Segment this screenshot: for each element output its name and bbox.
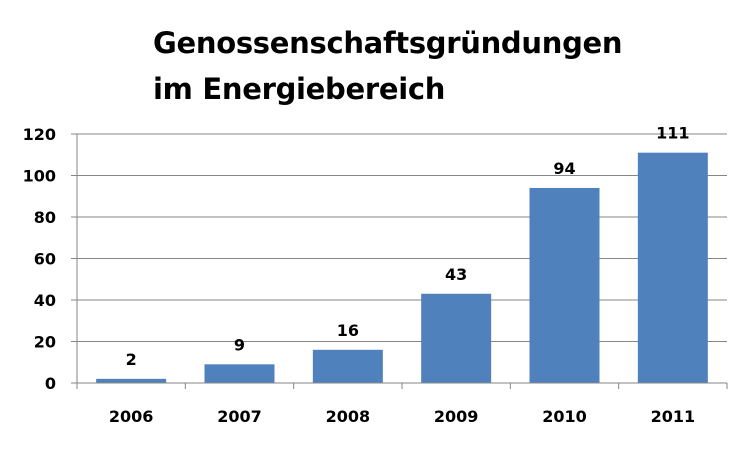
y-tick-label-80: 80 [34,208,56,227]
y-tick-label-60: 60 [34,250,56,269]
y-tick-label-0: 0 [45,374,56,393]
bar-2006 [96,378,167,383]
bar-2010 [529,187,600,383]
x-tick-label-2009: 2009 [434,407,479,426]
y-tick-label-40: 40 [34,291,56,310]
gridlines [77,133,727,342]
axes [71,133,728,389]
y-tick-label-100: 100 [23,167,56,186]
chart-title-line-1: Genossenschaftsgründungen [153,26,623,60]
bars [96,152,708,383]
x-tick-label-2006: 2006 [109,407,154,426]
bar-2008 [312,349,383,383]
y-tick-label-120: 120 [23,125,56,144]
data-label-2008: 16 [337,321,359,340]
bar-2009 [421,293,492,383]
data-label-2009: 43 [445,265,467,284]
y-tick-label-20: 20 [34,333,56,352]
labels: 0 20 40 60 80 100 120 2006 2 2007 9 2008 16 2009 43 201… [23,124,696,426]
data-label-2010: 94 [553,159,575,178]
x-tick-label-2011: 2011 [651,407,696,426]
chart-title: Genossenschaftsgründungen im Energiebere… [153,20,713,112]
data-label-2006: 2 [126,350,137,369]
x-tick-label-2008: 2008 [326,407,371,426]
chart-title-line-2: im Energiebereich [153,72,446,106]
x-tick-label-2007: 2007 [217,407,262,426]
x-tick-label-2010: 2010 [542,407,587,426]
data-label-2011: 111 [656,124,689,143]
bar-2011 [637,152,708,383]
bar-2007 [204,364,275,383]
data-label-2007: 9 [234,335,245,354]
